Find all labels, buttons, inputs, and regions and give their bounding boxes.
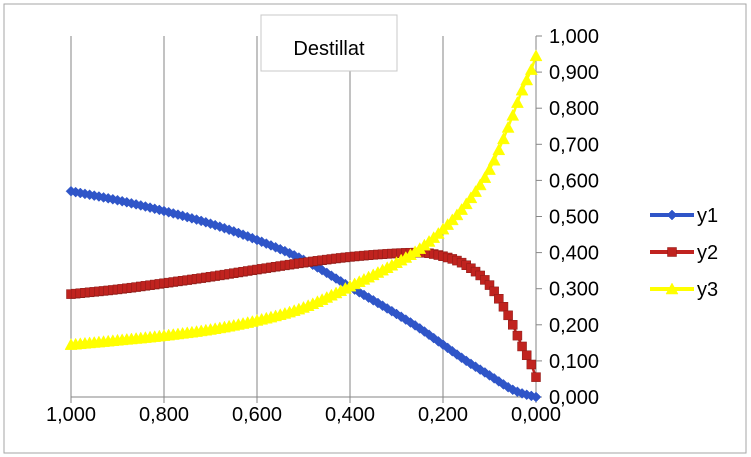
data-point-y2: [517, 341, 527, 352]
legend-label-y1: y1: [697, 205, 718, 227]
chart-border: [3, 3, 747, 454]
data-point-y2: [508, 320, 518, 330]
legend-label-y3: y3: [697, 279, 718, 301]
legend: y1 y2 y3: [650, 205, 718, 301]
legend-marker-y1: [666, 209, 678, 221]
y-tick-label: 0,100: [549, 351, 599, 373]
x-tick-label: 0,000: [511, 404, 561, 426]
y-tick-label: 0,600: [549, 170, 599, 192]
data-point-y3: [464, 191, 478, 204]
data-point-y3: [473, 178, 487, 191]
data-point-y2: [498, 302, 509, 312]
y-tick-label: 0,500: [549, 207, 599, 229]
data-point-y3: [492, 143, 506, 156]
series-y3: [64, 49, 543, 350]
data-point-y3: [478, 171, 492, 183]
data-point-y3: [469, 185, 482, 197]
data-point-y3: [459, 197, 473, 210]
x-tick-label: 0,400: [325, 404, 375, 426]
chart-title: Destillat: [293, 38, 365, 60]
data-point-y3: [529, 49, 543, 62]
data-point-y2: [521, 350, 532, 361]
y-tick-label: 0,800: [549, 98, 599, 120]
x-tick-label: 0,600: [232, 404, 282, 426]
data-point-y1: [530, 391, 542, 403]
data-point-y3: [487, 153, 501, 166]
legend-marker-y2: [667, 247, 677, 257]
data-point-y3: [510, 96, 524, 108]
x-tick-label: 1,000: [46, 404, 96, 426]
title-box: Destillat: [260, 14, 398, 72]
legend-marker-y3: [665, 282, 679, 295]
plot-area: [64, 49, 543, 403]
data-point-y2: [531, 372, 541, 382]
y-tick-label: 0,700: [549, 134, 599, 156]
data-point-y2: [503, 310, 513, 321]
data-point-y3: [483, 163, 496, 175]
y-tick-label: 0,000: [549, 387, 599, 409]
data-point-y3: [501, 120, 515, 133]
data-point-y2: [494, 294, 504, 304]
y-tick-label: 0,300: [549, 279, 599, 301]
legend-item-y2: y2: [650, 242, 718, 264]
legend-item-y1: y1: [650, 205, 718, 227]
data-point-y3: [520, 73, 534, 86]
data-point-y2: [512, 330, 523, 341]
data-point-y2: [526, 359, 537, 370]
data-point-y3: [515, 83, 529, 96]
data-point-y3: [497, 132, 510, 145]
data-point-y3: [524, 63, 538, 75]
legend-label-y2: y2: [697, 242, 718, 264]
title-frame: [260, 14, 398, 72]
data-point-y3: [506, 108, 520, 121]
x-tick-label: 0,200: [418, 404, 468, 426]
y-tick-label: 0,400: [549, 243, 599, 265]
y-tick-label: 0,900: [549, 62, 599, 84]
y-tick-label: 0,200: [549, 315, 599, 337]
legend-item-y3: y3: [650, 279, 718, 301]
y-tick-label: 1,000: [549, 26, 599, 48]
x-tick-label: 0,800: [139, 404, 189, 426]
